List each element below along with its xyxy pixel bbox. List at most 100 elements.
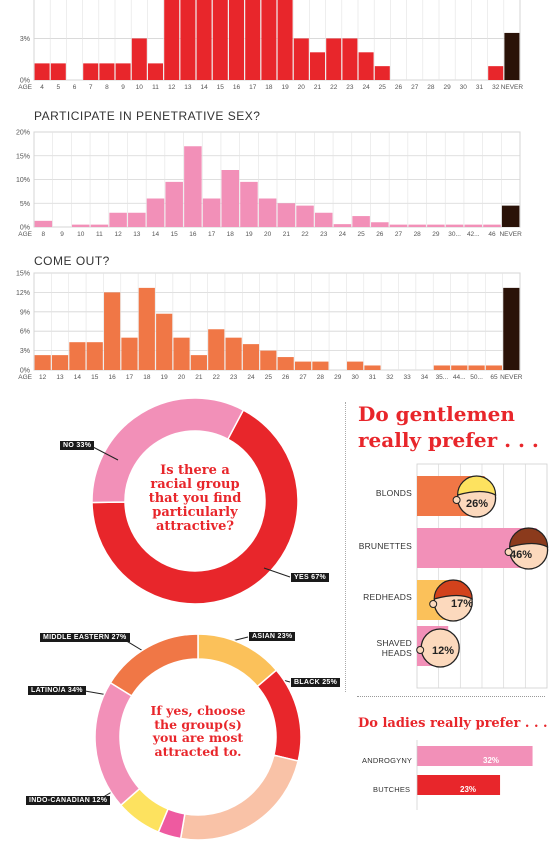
- x-tick-label: 9: [121, 84, 125, 91]
- ladies-label-butches: BUTCHES: [373, 785, 411, 794]
- donut-slice-0: [91, 409, 299, 605]
- ladies-pct-butches: 23%: [460, 785, 477, 794]
- x-axis-age-label: AGE: [18, 231, 32, 238]
- x-tick-label: 27: [411, 84, 419, 91]
- gentlemen-title-line1: Do gentlemen: [358, 402, 515, 426]
- x-tick-label: 26: [376, 231, 384, 238]
- x-tick-label: 20: [264, 231, 272, 238]
- bar-24: [358, 52, 374, 80]
- y-tick-label: 3%: [20, 36, 30, 43]
- bar-25: [260, 350, 277, 370]
- bar-22: [326, 38, 342, 80]
- y-tick-label: 0%: [20, 225, 30, 232]
- gentlemen-label-redheads: REDHEADS: [363, 592, 412, 602]
- bar-14: [146, 198, 165, 227]
- y-tick-label: 0%: [20, 78, 30, 85]
- bar-28: [312, 361, 329, 370]
- bar-8: [99, 63, 115, 80]
- gentlemen-title-line2: really prefer . . .: [358, 428, 539, 452]
- callout-asian: ASIAN 23%: [249, 632, 296, 641]
- penetrative-chart-svg: 0% 5% 10% 15% 20% AGE 8 9 10 11 12 13 14 15 16 17 18 19 20…: [16, 130, 522, 239]
- penetrative-chart-title: PARTICIPATE IN PENETRATIVE SEX?: [34, 109, 261, 123]
- gentlemen-pct-blonds: 26%: [466, 498, 489, 510]
- x-tick-label: 10: [77, 231, 85, 238]
- bar-13: [180, 0, 196, 80]
- bar-25: [374, 66, 390, 80]
- ear-icon: [452, 496, 461, 504]
- ear-icon: [504, 548, 513, 556]
- hair-icon: [433, 579, 473, 601]
- x-tick-label: 15: [217, 84, 225, 91]
- bar-32: [488, 66, 504, 80]
- y-tick-label: 20%: [16, 130, 30, 137]
- bar-24: [333, 224, 352, 227]
- x-tick-label: 50...: [470, 374, 483, 381]
- hair-icon: [456, 475, 497, 497]
- gentlemen-label-heads: HEADS: [381, 648, 412, 658]
- gentlemen-pct-shaved: 12%: [432, 645, 455, 657]
- bar-16: [184, 146, 202, 227]
- bar-21: [310, 52, 325, 80]
- donut-slice-0: [197, 633, 278, 688]
- x-tick-label: 29: [334, 374, 342, 381]
- bar-16: [104, 292, 121, 370]
- bar-23: [225, 337, 242, 370]
- y-tick-label: 6%: [20, 329, 30, 336]
- come-out-chart: 0% 3% 6% 9% 12% 15% AGE 12 13 14 15 16 17 18 19 20 21 22 2…: [0, 268, 550, 392]
- x-tick-label: 26: [282, 374, 290, 381]
- bar-29: [427, 224, 445, 227]
- donut-slice-5: [94, 681, 141, 807]
- x-tick-label: 25: [265, 374, 273, 381]
- bar-22: [208, 329, 225, 370]
- bar-21: [190, 355, 207, 370]
- bar-31: [364, 365, 381, 370]
- bar-50: [468, 365, 485, 370]
- callout-line-no: [92, 446, 119, 461]
- racial-question: Is there a racial group that you find pa…: [148, 463, 242, 535]
- x-axis-age-label: AGE: [18, 84, 32, 91]
- gentlemen-label-blonds: BLONDS: [375, 488, 412, 498]
- bar-12: [109, 212, 127, 227]
- bar-19: [156, 313, 173, 370]
- bar-18: [221, 170, 240, 227]
- x-tick-label: 14: [200, 84, 208, 91]
- ladies-divider: [357, 696, 545, 697]
- bar-13: [51, 355, 69, 370]
- x-tick-label: 18: [265, 84, 273, 91]
- y-tick-label: 3%: [20, 348, 30, 355]
- first-sex-chart: 3%6%9%12%AGE4567891011121314151617181920…: [0, 0, 550, 100]
- x-tick-label: 16: [189, 231, 197, 238]
- bar-35: [433, 365, 450, 370]
- x-tick-label: 28: [414, 231, 422, 238]
- x-tick-label: 20: [298, 84, 306, 91]
- bar-4: [34, 63, 50, 80]
- donut-slice-6: [109, 633, 199, 697]
- x-tick-label: 22: [330, 84, 338, 91]
- x-tick-label: 7: [89, 84, 93, 91]
- gentlemen-label-shaved: SHAVED: [376, 638, 412, 648]
- bar-27: [389, 224, 408, 227]
- y-tick-label: 5%: [20, 201, 30, 208]
- y-tick-label: 15%: [16, 153, 30, 160]
- bar-25: [352, 216, 370, 227]
- bar-15: [86, 342, 103, 370]
- x-tick-label: 22: [301, 231, 309, 238]
- callout-middle-eastern: MIDDLE EASTERN 27%: [40, 633, 130, 642]
- bar-8: [34, 220, 53, 227]
- first-sex-chart-svg: 3%6%9%12%AGE4567891011121314151617181920…: [18, 0, 524, 91]
- bar-15: [212, 0, 228, 80]
- x-tick-label: 33: [404, 374, 412, 381]
- x-tick-label: 17: [126, 374, 134, 381]
- bar-23: [314, 212, 333, 227]
- x-tick-label: 17: [249, 84, 257, 91]
- callout-indo-canadian: INDO-CANADIAN 12%: [26, 796, 111, 805]
- x-tick-label: 25: [357, 231, 365, 238]
- bar-7: [83, 63, 99, 80]
- x-axis-age-label: AGE: [18, 374, 32, 381]
- x-tick-label: NEVER: [501, 84, 524, 91]
- bar-20: [293, 38, 309, 80]
- x-tick-label: 28: [317, 374, 325, 381]
- bar-10: [71, 224, 90, 227]
- ear-icon: [429, 600, 438, 608]
- x-tick-label: 21: [283, 231, 291, 238]
